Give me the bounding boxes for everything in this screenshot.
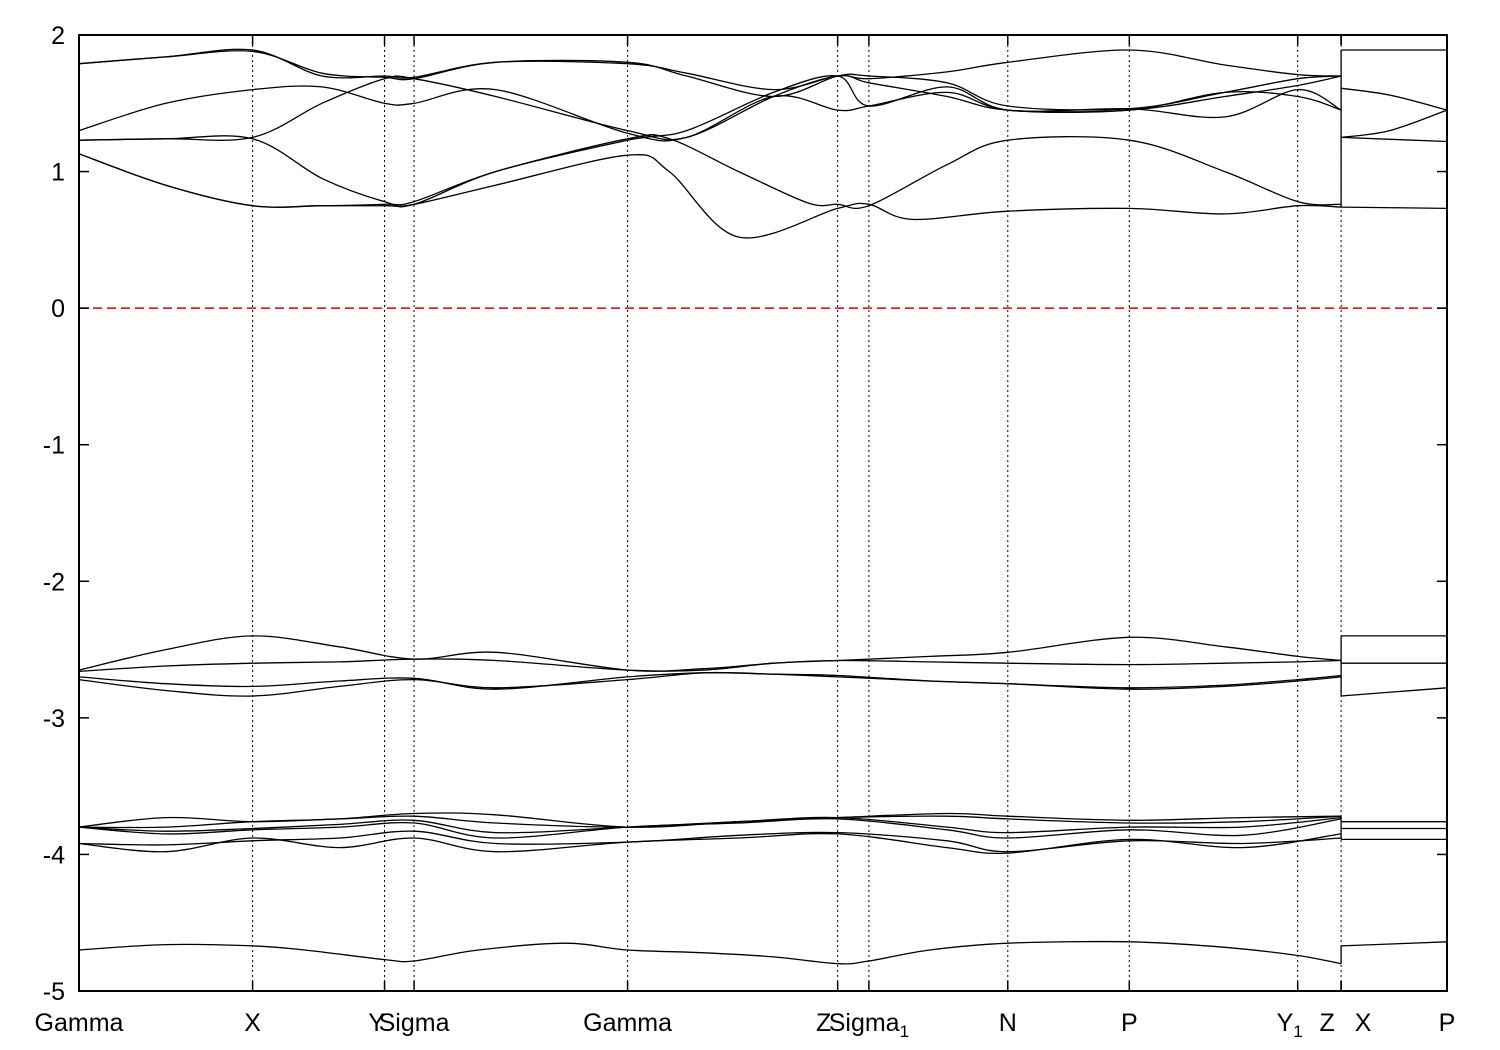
band-line xyxy=(1341,136,1448,143)
band-line xyxy=(78,830,1342,853)
x-tick-label: Gamma xyxy=(35,1009,124,1037)
x-tick-label: N xyxy=(999,1009,1017,1037)
band-line xyxy=(1341,687,1448,697)
band-line xyxy=(1341,109,1448,139)
y-tick-label: -1 xyxy=(43,432,65,460)
y-tick-label: -2 xyxy=(43,568,65,596)
y-tick-label: -3 xyxy=(43,705,65,733)
x-tick-label-subscript: 1 xyxy=(1293,1022,1302,1041)
x-tick-label-subscript: 1 xyxy=(900,1022,909,1041)
band-lines xyxy=(78,48,1448,965)
y-tick-label: 2 xyxy=(51,22,65,50)
band-line xyxy=(78,85,1342,142)
x-tick-label: X xyxy=(244,1009,261,1037)
band-line xyxy=(78,50,1342,111)
plot-frame xyxy=(78,34,1448,992)
band-line xyxy=(78,672,1342,690)
x-tick-label: Sigma1 xyxy=(829,1009,909,1041)
band-line xyxy=(1341,87,1448,111)
x-tick-label: Z xyxy=(1319,1009,1334,1037)
band-line xyxy=(78,832,1342,855)
x-tick-label: P xyxy=(1439,1009,1456,1037)
y-tick-label: 0 xyxy=(51,295,65,323)
x-tick-label: Sigma xyxy=(379,1009,450,1037)
band-line xyxy=(78,635,1342,672)
band-line xyxy=(78,671,1342,697)
y-tick-label: 1 xyxy=(51,159,65,187)
y-tick-label: -5 xyxy=(43,978,65,1006)
x-tick-label: Gamma xyxy=(583,1009,672,1037)
band-line xyxy=(78,75,1342,208)
y-axis-ticks: -5 -4 -3 -2 -1 0 1 2 xyxy=(43,22,1447,1006)
band-line xyxy=(78,812,1342,829)
x-tick-label: Z xyxy=(816,1009,831,1037)
plot-border xyxy=(78,34,1448,992)
x-tick-label: Y xyxy=(368,1009,385,1037)
band-line xyxy=(1341,206,1448,210)
band-line xyxy=(1341,941,1448,947)
x-tick-label: Y1 xyxy=(1277,1009,1303,1041)
band-line xyxy=(78,74,1342,141)
band-line xyxy=(78,636,1342,673)
x-tick-label: X xyxy=(1355,1009,1372,1037)
y-tick-label: -4 xyxy=(43,841,65,869)
band-line xyxy=(78,153,1342,239)
band-line xyxy=(78,940,1342,965)
kpoint-gridlines xyxy=(252,35,1342,991)
band-line xyxy=(78,48,1342,91)
x-tick-label: P xyxy=(1121,1009,1138,1037)
band-line xyxy=(78,134,1342,209)
